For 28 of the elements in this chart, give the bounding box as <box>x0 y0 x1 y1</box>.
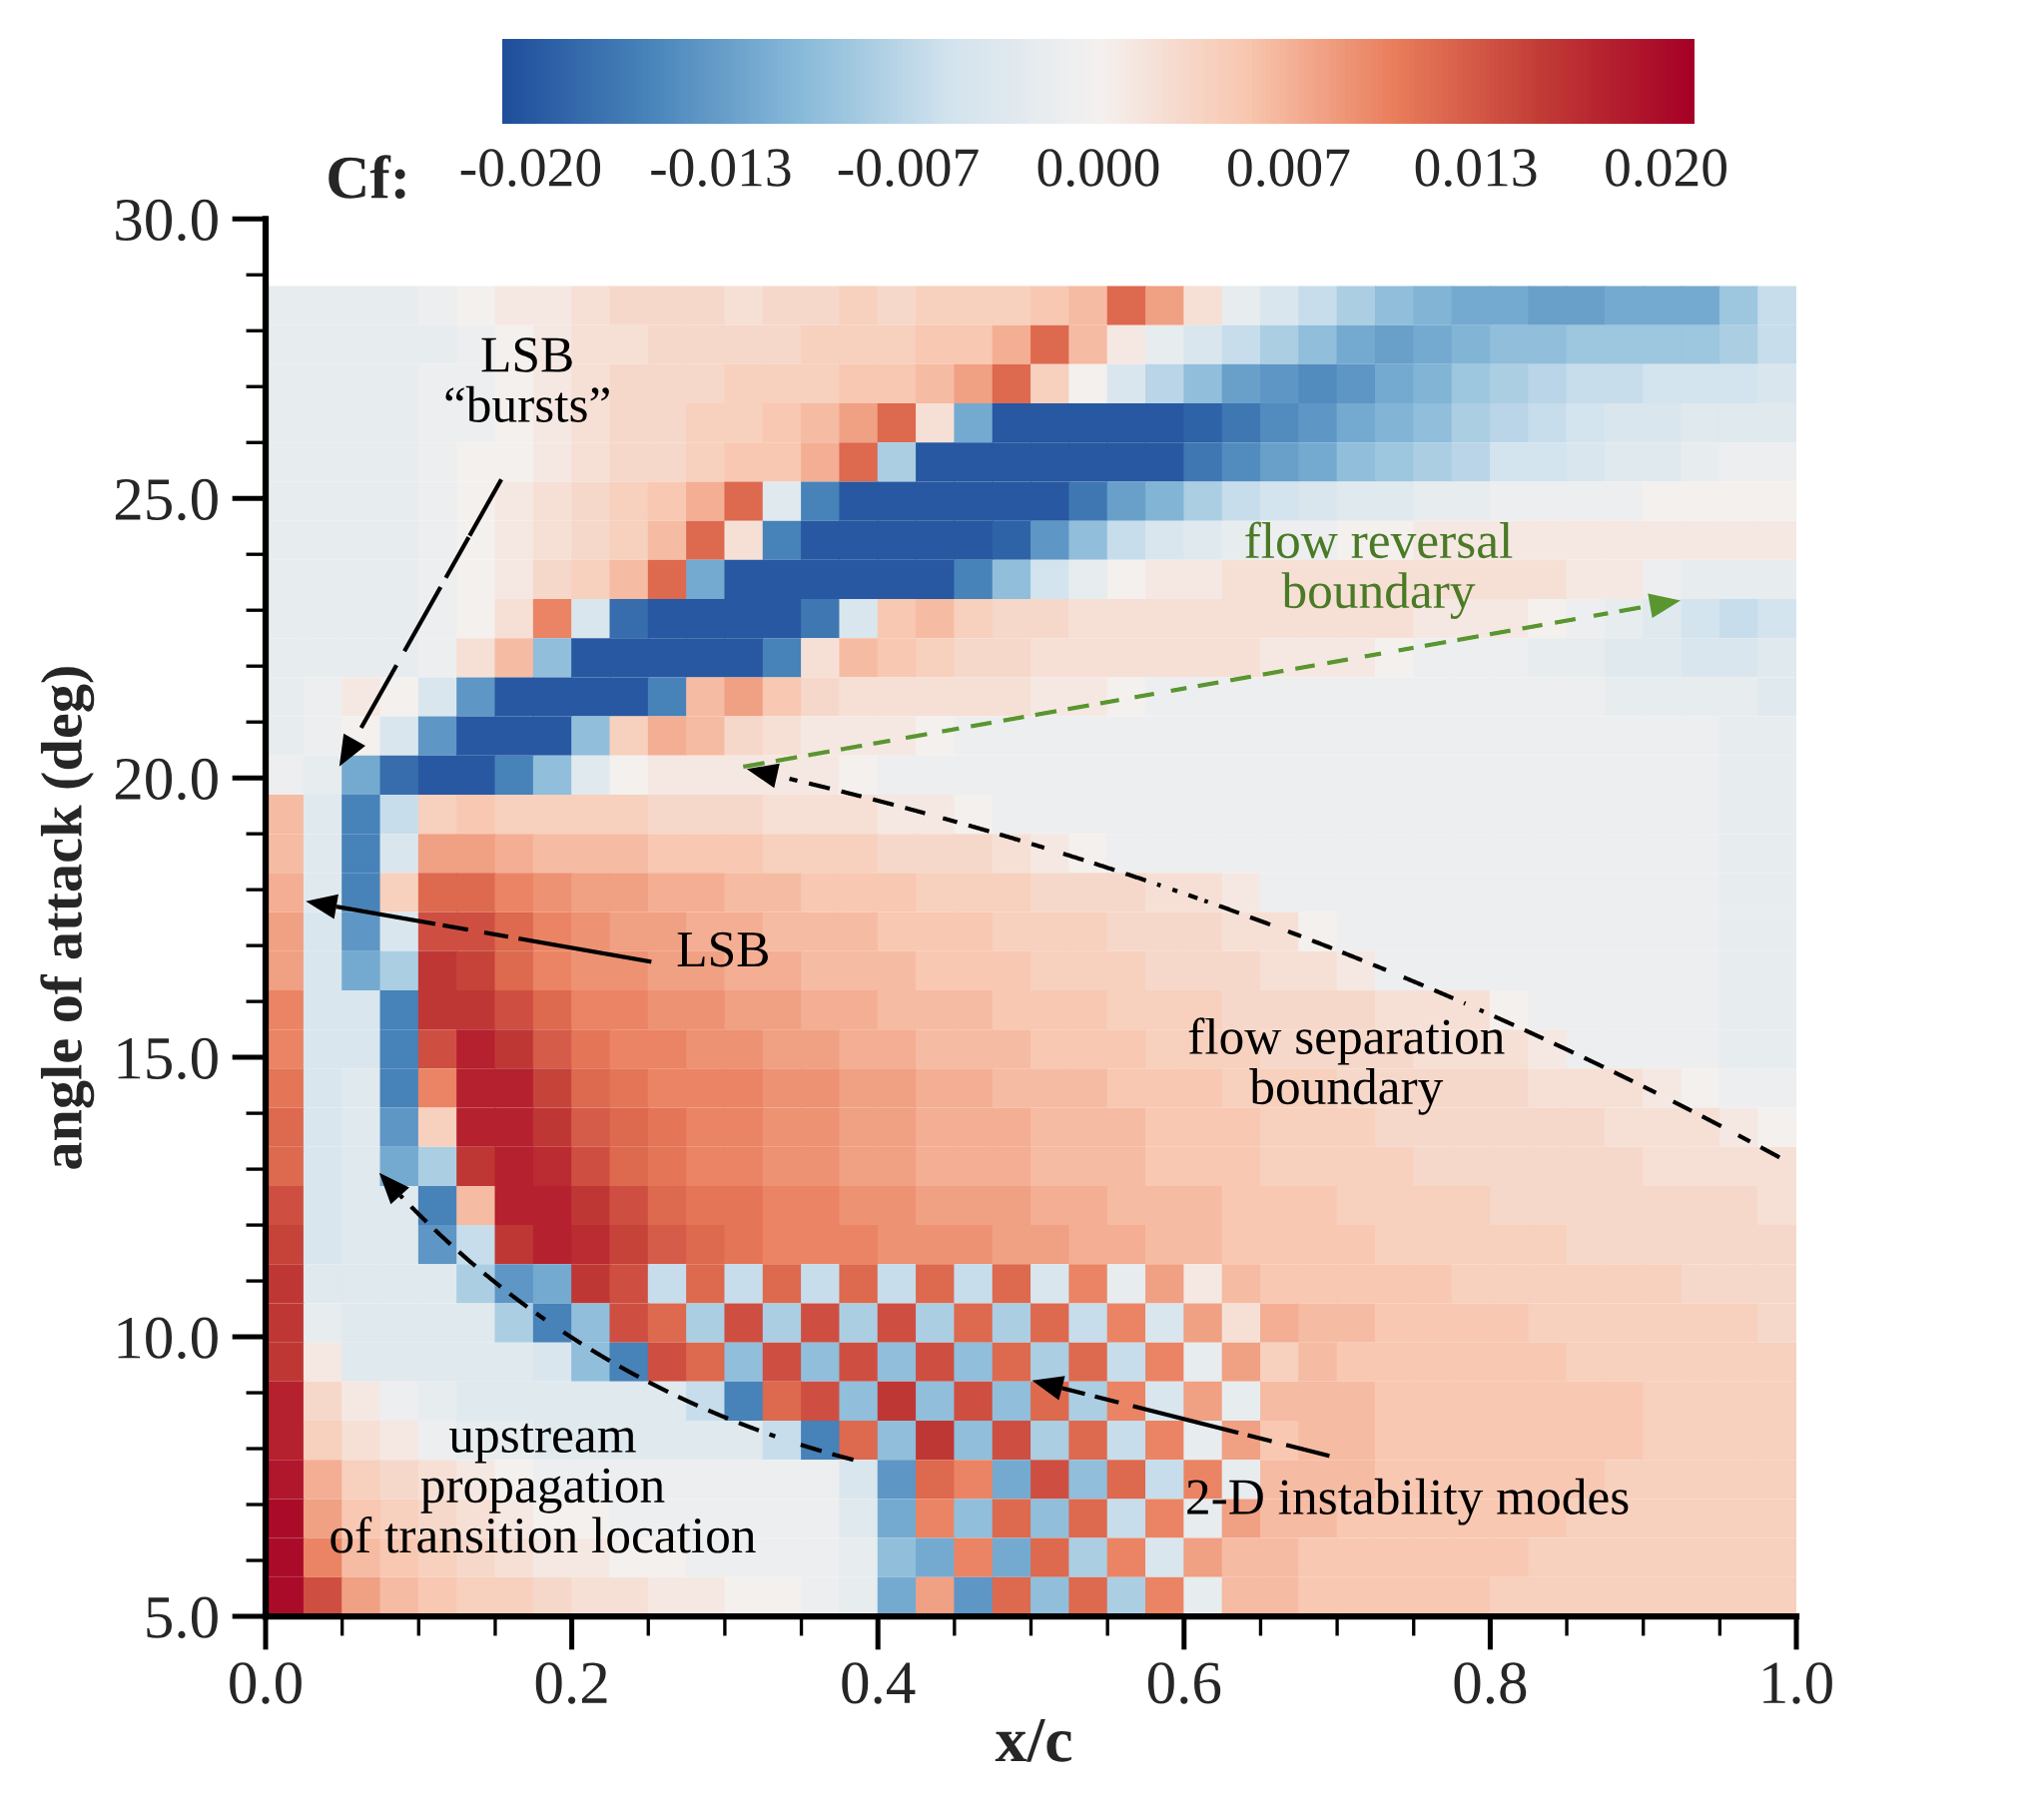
annotation: LSB “bursts” <box>445 337 609 422</box>
x-tick-label: 0.0 <box>230 1662 302 1704</box>
annotation: 2-D instability modes <box>1187 1478 1629 1525</box>
y-axis-title: angle of attack (deg) <box>40 667 95 1169</box>
color-bar-label: 0.007 <box>1228 149 1350 187</box>
annotation: flow separation boundary <box>1188 1017 1505 1115</box>
y-tick-label: 10.0 <box>118 1317 218 1360</box>
color-bar-label: 0.020 <box>1606 149 1726 187</box>
color-bar-label: -0.007 <box>838 149 979 187</box>
annotation: upstream propagation of transition location <box>331 1423 756 1553</box>
y-tick-label: 15.0 <box>118 1037 218 1080</box>
y-tick-label: 20.0 <box>115 758 218 801</box>
x-tick-label: 0.6 <box>1147 1662 1221 1704</box>
annotation: LSB <box>677 931 768 967</box>
x-tick-label: 1.0 <box>1763 1662 1832 1704</box>
x-tick-label: 0.4 <box>842 1662 916 1704</box>
color-bar-title: Cf: <box>329 155 405 200</box>
color-bar-label: -0.013 <box>651 149 791 187</box>
color-bar-label: 0.013 <box>1415 149 1537 187</box>
x-tick-label: 0.8 <box>1454 1662 1527 1704</box>
annotation: flow reversal boundary <box>1245 521 1513 619</box>
x-axis-title: x/c <box>995 1719 1071 1762</box>
color-bar-label: 0.000 <box>1037 149 1159 187</box>
color-bar-label: -0.020 <box>460 149 601 187</box>
y-tick-label: 5.0 <box>147 1596 218 1639</box>
y-tick-label: 30.0 <box>116 199 218 242</box>
y-tick-label: 25.0 <box>115 478 218 521</box>
x-tick-label: 0.2 <box>535 1662 607 1704</box>
